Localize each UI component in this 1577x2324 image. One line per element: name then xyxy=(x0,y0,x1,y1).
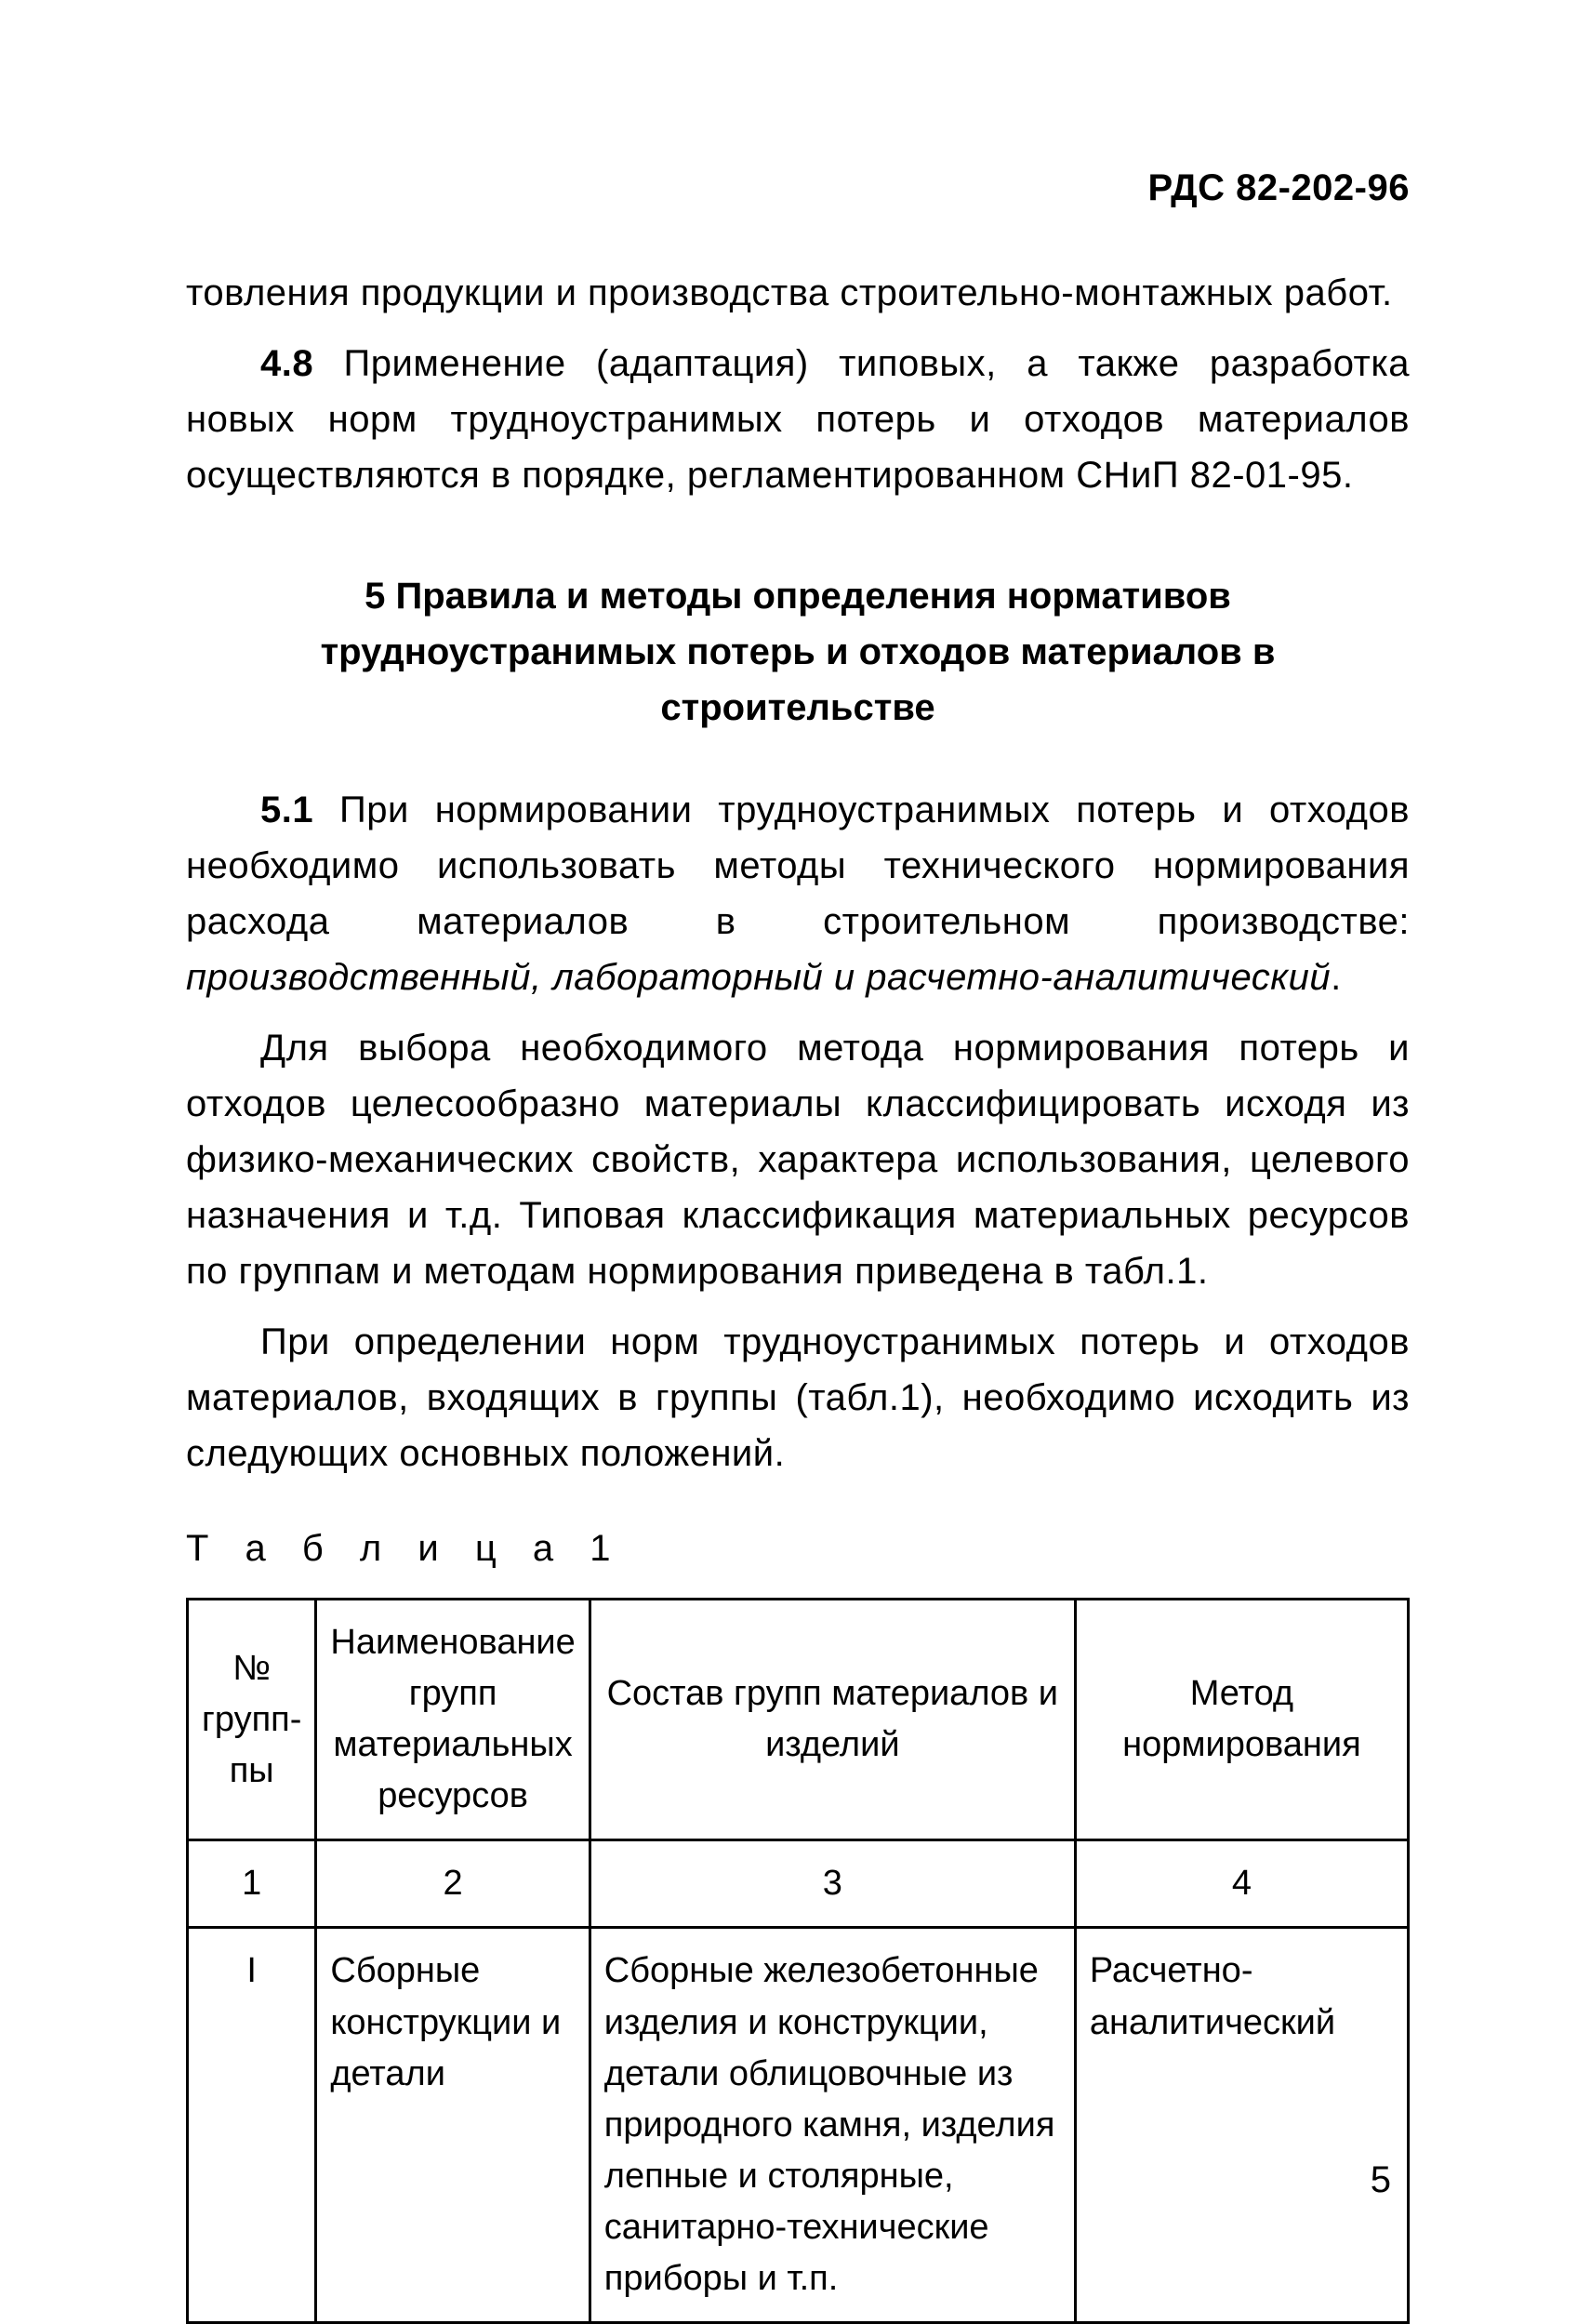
paragraph-4-8: 4.8 Применение (адаптация) типовых, а та… xyxy=(186,336,1410,503)
colnum-3: 3 xyxy=(590,1840,1075,1928)
table-1: № групп-пы Наименование групп материальн… xyxy=(186,1598,1410,2324)
paragraph-5-1-c: При определении норм трудноустранимых по… xyxy=(186,1314,1410,1481)
document-code: РДС 82-202-96 xyxy=(186,167,1410,209)
page: РДС 82-202-96 товления продукции и произ… xyxy=(0,0,1577,2313)
table-header-row: № групп-пы Наименование групп материальн… xyxy=(188,1600,1409,1840)
colnum-1: 1 xyxy=(188,1840,316,1928)
clause-4-8-body: Применение (адаптация) типовых, а также … xyxy=(186,343,1410,496)
table-caption: Т а б л и ц а 1 xyxy=(186,1528,1410,1570)
table-column-number-row: 1 2 3 4 xyxy=(188,1840,1409,1928)
th-group-no: № групп-пы xyxy=(188,1600,316,1840)
cell-method: Расчетно-аналитический xyxy=(1075,1928,1408,2323)
clause-5-1-text-a: При нормировании трудноустранимых потерь… xyxy=(186,790,1410,942)
th-composition: Состав групп материалов и изделий xyxy=(590,1600,1075,1840)
clause-number-5-1: 5.1 xyxy=(260,790,313,830)
th-method: Метод нормирования xyxy=(1075,1600,1408,1840)
section-5-title: 5 Правила и методы определения нормативо… xyxy=(240,568,1356,736)
page-number: 5 xyxy=(1371,2159,1391,2201)
clause-5-1-italic: производственный, лабораторный и расчетн… xyxy=(186,957,1331,998)
th-group-name: Наименование групп материальных ресурсов xyxy=(316,1600,590,1840)
clause-number-4-8: 4.8 xyxy=(260,343,313,384)
cell-composition: Сборные железобетонные изделия и констру… xyxy=(590,1928,1075,2323)
table-row: I Сборные конструкции и детали Сборные ж… xyxy=(188,1928,1409,2323)
cell-group-no: I xyxy=(188,1928,316,2323)
paragraph-5-1-b: Для выбора необходимого метода нормирова… xyxy=(186,1020,1410,1299)
cell-group-name: Сборные конструкции и детали xyxy=(316,1928,590,2323)
colnum-2: 2 xyxy=(316,1840,590,1928)
clause-5-1-text-c: . xyxy=(1331,957,1342,998)
colnum-4: 4 xyxy=(1075,1840,1408,1928)
paragraph-5-1: 5.1 При нормировании трудноустранимых по… xyxy=(186,782,1410,1005)
paragraph-continuation: товления продукции и производства строит… xyxy=(186,265,1410,321)
